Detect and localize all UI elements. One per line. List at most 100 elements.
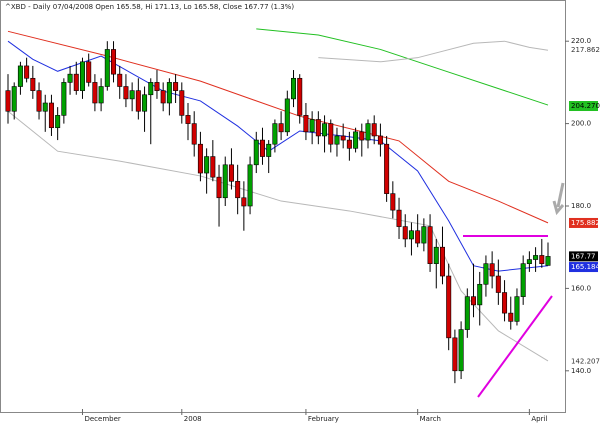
candle-body xyxy=(123,86,129,100)
candle-body xyxy=(42,102,48,112)
price-tag xyxy=(569,45,598,56)
candle-body xyxy=(334,135,340,145)
candle-body xyxy=(471,296,477,306)
price-tag xyxy=(569,251,598,262)
candle-body xyxy=(24,65,30,79)
candle-body xyxy=(222,164,228,199)
candle-body xyxy=(402,226,408,240)
candle-body xyxy=(73,73,79,91)
candle-body xyxy=(142,94,148,112)
candle-body xyxy=(179,90,185,116)
y-tick-label: 220.0 xyxy=(571,37,591,45)
price-tag xyxy=(569,356,598,367)
candle-body xyxy=(427,226,433,264)
candle-body xyxy=(266,143,272,157)
candle-body xyxy=(502,292,508,314)
candle-body xyxy=(483,263,489,285)
candle-body xyxy=(315,119,321,137)
candle-body xyxy=(377,135,383,145)
candle-body xyxy=(477,283,483,306)
candle-body xyxy=(439,246,445,277)
candle-body xyxy=(210,156,216,178)
candle-body xyxy=(166,82,172,104)
candle-body xyxy=(452,337,458,372)
candle-body xyxy=(489,263,495,277)
price-tag-label: 204.270 xyxy=(571,102,600,110)
price-tag-label: 165.184 xyxy=(571,263,600,271)
moving-average xyxy=(7,30,549,224)
y-tick-label: 200.0 xyxy=(571,120,591,128)
candle-body xyxy=(98,86,104,104)
y-tick-label: 140.0 xyxy=(571,367,591,375)
candle-body xyxy=(11,86,17,112)
price-tag xyxy=(569,217,598,228)
x-tick-label: March xyxy=(420,415,441,423)
candle-body xyxy=(396,209,402,227)
candle-body xyxy=(340,135,346,141)
candle-body xyxy=(545,256,551,266)
candle-body xyxy=(135,90,141,112)
candle-body xyxy=(61,82,67,116)
candle-body xyxy=(241,197,247,207)
candle-body xyxy=(328,123,334,145)
candle-body xyxy=(508,312,514,322)
candle-body xyxy=(495,275,501,293)
candle-body xyxy=(79,61,85,91)
candle-body xyxy=(197,143,203,174)
candle-body xyxy=(148,82,154,96)
candle-body xyxy=(259,139,265,157)
x-tick-label: 2008 xyxy=(184,415,202,423)
candle-body xyxy=(30,77,36,91)
candle-body xyxy=(514,296,520,322)
candle-body xyxy=(365,123,371,141)
candle-body xyxy=(204,156,210,174)
candle-body xyxy=(464,296,470,330)
price-tag-label: 217.862 xyxy=(571,46,600,54)
candle-body xyxy=(216,176,222,199)
support-line xyxy=(477,295,553,398)
candle-body xyxy=(278,123,284,133)
moving-average xyxy=(256,28,549,106)
candle-body xyxy=(303,115,309,133)
candle-body xyxy=(191,123,197,145)
x-tick-label: February xyxy=(308,415,339,423)
candle-body xyxy=(433,246,439,264)
candle-body xyxy=(154,82,160,91)
candle-body xyxy=(272,123,278,145)
candle-body xyxy=(520,263,526,297)
candle-body xyxy=(55,115,61,129)
candle-body xyxy=(408,230,414,240)
candle-body xyxy=(526,259,532,264)
candle-body xyxy=(160,90,166,104)
candle-body xyxy=(390,193,396,211)
moving-average xyxy=(318,40,549,63)
candle-body xyxy=(446,275,452,339)
candle-body xyxy=(346,139,352,149)
moving-average xyxy=(7,40,549,272)
price-tag-label: 175.882 xyxy=(571,219,600,227)
candle-body xyxy=(291,77,297,100)
plot-frame xyxy=(0,0,566,413)
candle-body xyxy=(36,90,42,112)
candle-body xyxy=(384,143,390,194)
candle-body xyxy=(228,164,234,182)
candle-body xyxy=(67,73,73,83)
candle-body xyxy=(533,255,539,260)
price-tag xyxy=(569,262,598,273)
candle-body xyxy=(309,119,315,133)
arrow xyxy=(552,182,565,216)
plot xyxy=(5,28,551,384)
y-tick-label: 160.0 xyxy=(571,284,591,292)
candle-body xyxy=(353,131,359,149)
candle-body xyxy=(421,226,427,244)
candle-body xyxy=(185,115,191,124)
candle-body xyxy=(129,90,135,100)
candle-body xyxy=(104,49,110,87)
candle-body xyxy=(111,49,117,75)
candle-body xyxy=(5,90,11,112)
x-tick-label: April xyxy=(531,415,547,423)
candle-body xyxy=(173,82,179,91)
candle-body xyxy=(117,73,123,87)
candle-body xyxy=(92,82,98,104)
